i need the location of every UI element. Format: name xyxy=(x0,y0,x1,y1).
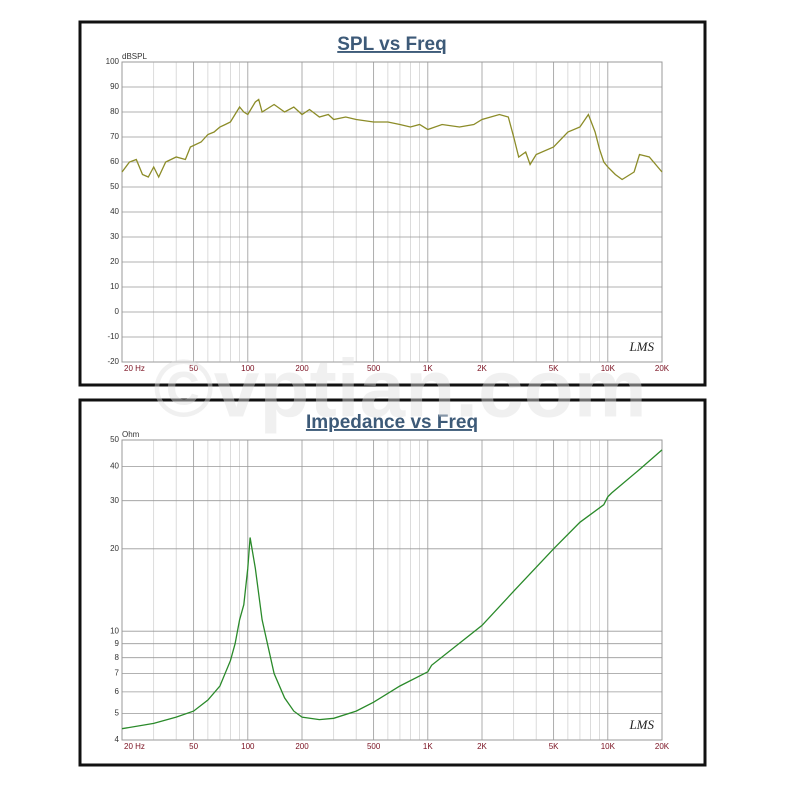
line-series xyxy=(121,98,663,181)
y-tick-label: 10 xyxy=(110,626,119,635)
y-tick-label: 7 xyxy=(115,669,120,678)
plot-area xyxy=(121,439,663,741)
y-tick-label: 50 xyxy=(110,182,119,191)
y-tick-label: 30 xyxy=(110,232,119,241)
y-tick-label: -10 xyxy=(107,332,119,341)
x-tick-label: 2K xyxy=(477,742,487,751)
y-tick-label: 30 xyxy=(110,496,119,505)
x-tick-label: 20 Hz xyxy=(124,364,145,373)
x-tick-label: 1K xyxy=(423,742,433,751)
x-tick-label: 20 Hz xyxy=(124,742,145,751)
logo: LMS xyxy=(628,717,654,732)
y-tick-label: -20 xyxy=(107,357,119,366)
y-tick-label: 50 xyxy=(110,435,119,444)
x-tick-label: 100 xyxy=(241,364,255,373)
y-axis-label: dBSPL xyxy=(122,52,147,61)
y-tick-label: 40 xyxy=(110,462,119,471)
chart-title: SPL vs Freq xyxy=(337,34,446,55)
y-tick-label: 5 xyxy=(115,709,120,718)
chart-title: Impedance vs Freq xyxy=(306,412,478,433)
y-tick-label: 10 xyxy=(110,282,119,291)
y-tick-label: 60 xyxy=(110,157,119,166)
y-axis-label: Ohm xyxy=(122,430,140,439)
x-tick-label: 100 xyxy=(241,742,255,751)
y-tick-label: 4 xyxy=(115,735,120,744)
x-tick-label: 50 xyxy=(189,742,198,751)
y-tick-label: 6 xyxy=(115,687,120,696)
y-tick-label: 40 xyxy=(110,207,119,216)
x-tick-label: 500 xyxy=(367,364,381,373)
x-tick-label: 500 xyxy=(367,742,381,751)
y-tick-label: 100 xyxy=(106,57,120,66)
x-tick-label: 20K xyxy=(655,742,670,751)
x-tick-label: 200 xyxy=(295,742,309,751)
x-tick-label: 2K xyxy=(477,364,487,373)
y-tick-label: 8 xyxy=(115,653,120,662)
watermark: ©vptian.com xyxy=(153,344,646,435)
x-tick-label: 50 xyxy=(189,364,198,373)
x-tick-label: 1K xyxy=(423,364,433,373)
y-tick-label: 20 xyxy=(110,544,119,553)
x-tick-label: 10K xyxy=(601,364,616,373)
y-tick-label: 20 xyxy=(110,257,119,266)
logo: LMS xyxy=(628,339,654,354)
x-tick-label: 20K xyxy=(655,364,670,373)
y-tick-label: 0 xyxy=(115,307,120,316)
y-tick-label: 90 xyxy=(110,82,119,91)
y-tick-label: 80 xyxy=(110,107,119,116)
x-tick-label: 200 xyxy=(295,364,309,373)
y-tick-label: 9 xyxy=(115,639,120,648)
x-tick-label: 5K xyxy=(549,742,559,751)
line-series xyxy=(121,449,663,730)
y-tick-label: 70 xyxy=(110,132,119,141)
x-tick-label: 10K xyxy=(601,742,616,751)
x-tick-label: 5K xyxy=(549,364,559,373)
